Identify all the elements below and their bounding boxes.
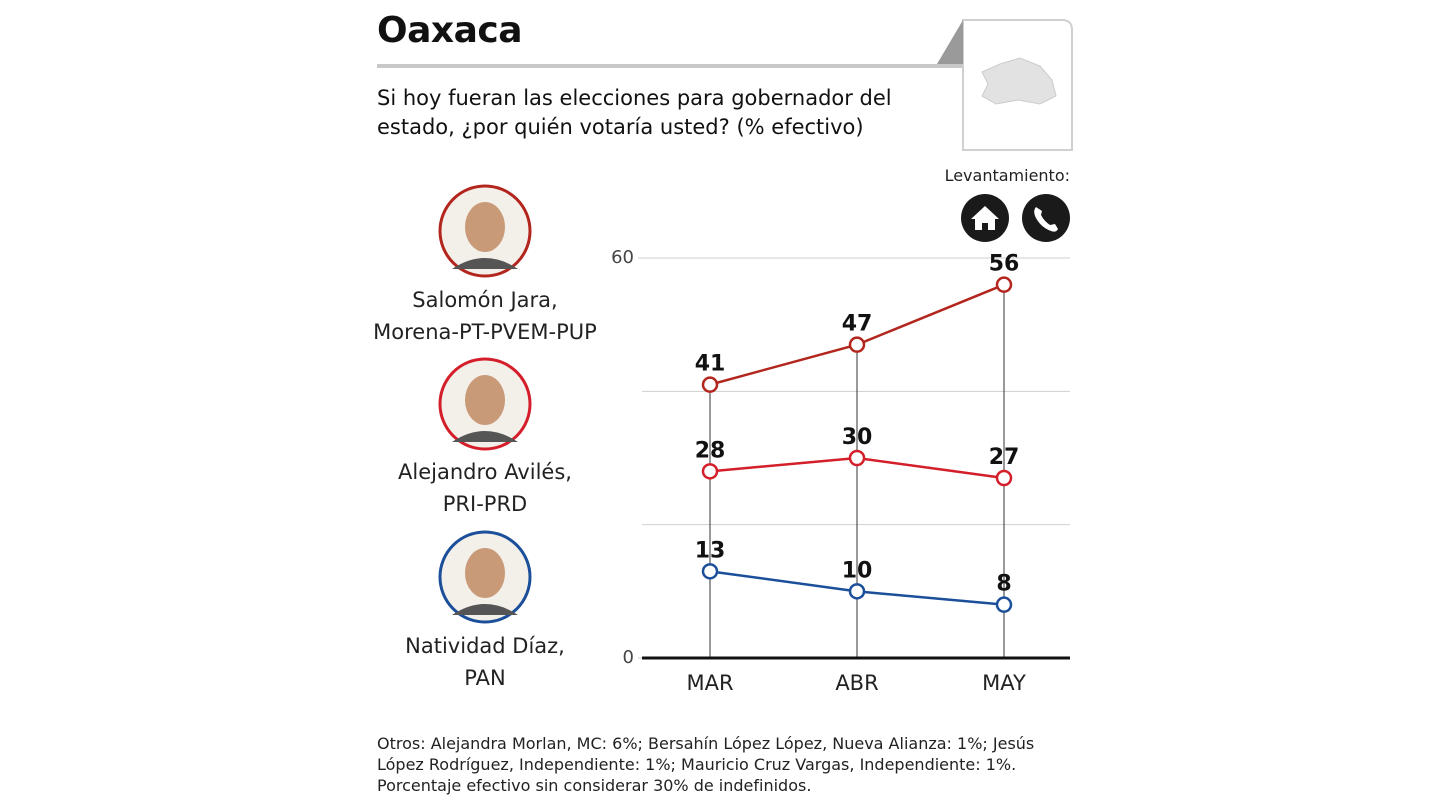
data-point <box>701 563 719 580</box>
candidate-photo <box>438 357 532 451</box>
photo-face <box>465 375 505 425</box>
data-label: 41 <box>695 352 726 377</box>
photo-face <box>465 202 505 252</box>
map-card <box>937 19 1073 151</box>
data-label: 13 <box>695 538 726 563</box>
x-tick-label: ABR <box>835 671 878 695</box>
chart-title: Oaxaca <box>377 10 523 51</box>
note: Porcentaje efectivo sin considerar 30% d… <box>377 776 812 795</box>
data-label: 28 <box>695 438 726 463</box>
phone-icon <box>1022 194 1070 242</box>
data-point <box>848 336 866 353</box>
chart-subtitle: Si hoy fueran las elecciones para gobern… <box>377 86 892 139</box>
data-label: 8 <box>996 572 1011 597</box>
legend-entry: Natividad Díaz, PAN <box>405 634 565 690</box>
photo-shoulders <box>452 604 518 615</box>
data-label: 30 <box>842 425 873 450</box>
data-point <box>848 583 866 600</box>
photo-face <box>465 548 505 598</box>
notes: Otros: Alejandra Morlan, MC: 6%; Bersahí… <box>377 733 1057 796</box>
y-tick-label: 0 <box>623 647 634 668</box>
candidate-photo <box>438 184 532 278</box>
x-tick-label: MAR <box>686 671 733 695</box>
y-tick-label: 60 <box>611 247 634 268</box>
data-point <box>995 469 1013 487</box>
data-label: 56 <box>989 252 1020 277</box>
note: Otros: Alejandra Morlan, MC: 6%; Bersahí… <box>377 734 1035 774</box>
data-label: 47 <box>842 312 873 337</box>
x-tick-label: MAY <box>982 671 1026 695</box>
photo-shoulders <box>452 431 518 442</box>
data-label: 27 <box>989 445 1020 470</box>
photo-shoulders <box>452 258 518 269</box>
data-point <box>995 276 1013 293</box>
data-point <box>995 596 1013 613</box>
data-point <box>701 376 719 393</box>
data-point <box>848 449 866 467</box>
method-label: Levantamiento: <box>944 166 1070 185</box>
house-icon <box>961 194 1009 242</box>
candidate-photo <box>438 530 532 624</box>
legend-entry: Alejandro Avilés, PRI-PRD <box>398 460 572 516</box>
legend-entry: Salomón Jara, Morena-PT-PVEM-PUP <box>373 288 597 344</box>
data-label: 10 <box>842 558 873 583</box>
data-point <box>701 463 719 480</box>
